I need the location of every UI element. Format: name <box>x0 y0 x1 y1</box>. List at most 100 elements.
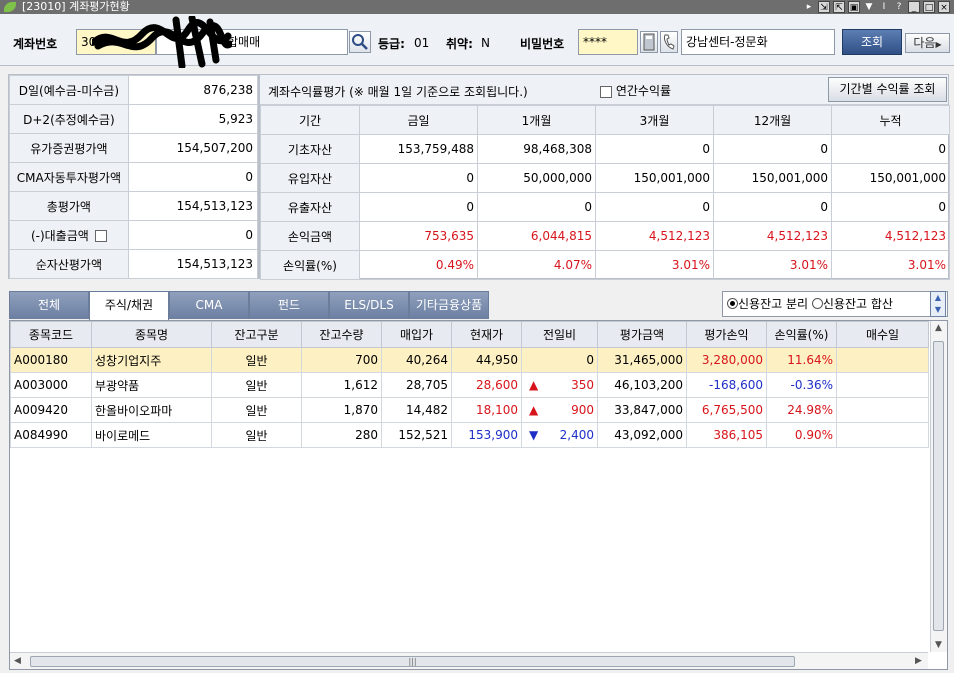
annual-returns-label: 연간수익률 <box>615 84 672 98</box>
scroll-down-icon[interactable]: ▼ <box>935 640 942 650</box>
holding-rate: 0.90% <box>766 422 837 448</box>
scroll-up-icon[interactable]: ▲ <box>935 323 942 333</box>
scroll-updown-icon[interactable]: ▲ ▼ <box>930 291 946 317</box>
holdings-column-header[interactable]: 매입가 <box>381 321 452 348</box>
scroll-left-icon[interactable]: ◀ <box>14 656 21 666</box>
app-leaf-icon <box>4 2 16 12</box>
horizontal-scroll-thumb[interactable]: ||| <box>30 656 795 667</box>
table-row[interactable]: A000180 성창기업지주 일반 700 40,264 44,950 0 31,465,00… <box>10 347 929 373</box>
search-icon[interactable] <box>349 31 371 53</box>
holdings-column-header[interactable]: 평가금액 <box>597 321 687 348</box>
filter-icon[interactable]: ▼ <box>865 2 873 12</box>
returns-row-label: 유입자산 <box>260 163 360 193</box>
horizontal-scrollbar[interactable]: ◀ ||| ▶ <box>10 652 928 669</box>
table-row[interactable]: A084990 바이로메드 일반 280 152,521 153,900 ▼ 2,400 43,… <box>10 422 929 448</box>
holding-chg: ▲ 900 <box>521 397 598 423</box>
credit-balance-options: 신용잔고 분리 신용잔고 합산 <box>722 291 948 317</box>
holding-name: 부광약품 <box>91 372 212 398</box>
table-row[interactable]: A003000 부광약품 일반 1,612 28,705 28,600 ▲ 350 46,103… <box>10 372 929 398</box>
holding-date <box>836 372 929 398</box>
returns-panel: 계좌수익률평가 (※ 매월 1일 기준으로 조회됩니다.) 연간수익률 기간별 … <box>259 74 950 280</box>
radio-icon[interactable] <box>811 298 823 309</box>
returns-cell: 0 <box>713 134 832 164</box>
holding-change-value: 350 <box>571 378 594 392</box>
undock-icon[interactable]: ⇱ <box>833 1 845 13</box>
tab-1[interactable]: 주식/채권 <box>89 291 169 321</box>
returns-column-header: 금일 <box>359 105 478 135</box>
checkbox-box[interactable] <box>600 85 612 98</box>
scroll-right-icon[interactable]: ▶ <box>915 656 922 666</box>
search-button[interactable]: 조회 <box>842 29 902 55</box>
table-row[interactable]: A009420 한올바이오파마 일반 1,870 14,482 18,100 ▲ 900 33,… <box>10 397 929 423</box>
holding-chg: ▼ 2,400 <box>521 422 598 448</box>
holdings-column-header[interactable]: 매수일 <box>836 321 929 348</box>
returns-heading: 계좌수익률평가 (※ 매월 1일 기준으로 조회됩니다.) <box>268 85 528 99</box>
holdings-column-header[interactable]: 잔고구분 <box>211 321 302 348</box>
credit-combined-label: 신용잔고 합산 <box>822 297 893 311</box>
password-input[interactable]: **** <box>578 29 638 55</box>
holding-eval: 43,092,000 <box>597 422 687 448</box>
keypad-icon[interactable] <box>640 31 658 53</box>
weak-value: N <box>481 36 490 50</box>
screen-icon[interactable]: ▣ <box>848 1 860 13</box>
maximize-icon[interactable]: □ <box>923 1 935 13</box>
tab-5[interactable]: 기타금융상품 <box>409 291 489 319</box>
window-title: [23010] 계좌평가현황 <box>22 0 130 13</box>
returns-row: 손익률(%) 0.49% 4.07% 3.01% 3.01% 3.01% <box>260 250 950 280</box>
holdings-column-header[interactable]: 잔고수량 <box>301 321 382 348</box>
phone-icon[interactable] <box>660 31 678 53</box>
minimize-icon[interactable]: _ <box>908 1 920 13</box>
next-button[interactable]: 다음▶ <box>905 33 950 53</box>
returns-cell: 4,512,123 <box>595 221 714 251</box>
vertical-scrollbar[interactable]: ▲ ▼ <box>930 321 947 652</box>
loan-checkbox[interactable] <box>94 230 107 242</box>
holding-type: 일반 <box>211 372 302 398</box>
holding-chg: ▲ 350 <box>521 372 598 398</box>
credit-separate-radio[interactable]: 신용잔고 분리 <box>727 297 808 311</box>
summary-row: 총평가액 154,513,123 <box>9 191 259 221</box>
menu-arrow-icon[interactable]: ▸ <box>806 2 812 12</box>
returns-cell: 0.49% <box>359 250 478 280</box>
holding-cur: 44,950 <box>451 347 522 373</box>
credit-combined-radio[interactable]: 신용잔고 합산 <box>811 297 893 311</box>
returns-row-label: 손익금액 <box>260 221 360 251</box>
holdings-column-header[interactable]: 전일비 <box>521 321 598 348</box>
down-arrow-icon: ▼ <box>529 428 539 442</box>
help-icon[interactable]: ? <box>896 2 902 12</box>
holdings-column-header[interactable]: 현재가 <box>451 321 522 348</box>
returns-cell: 6,044,815 <box>477 221 596 251</box>
holdings-column-header[interactable]: 종목명 <box>91 321 212 348</box>
tab-4[interactable]: ELS/DLS <box>329 291 409 319</box>
vertical-scroll-thumb[interactable] <box>933 341 944 631</box>
period-returns-button[interactable]: 기간별 수익률 조회 <box>828 77 947 102</box>
holdings-column-header[interactable]: 평가손익 <box>686 321 767 348</box>
close-icon[interactable]: × <box>938 1 950 13</box>
info-icon[interactable]: I <box>882 2 886 12</box>
holdings-column-header[interactable]: 손익률(%) <box>766 321 837 348</box>
returns-cell: 0 <box>595 134 714 164</box>
branch-field[interactable]: 강남센터-정문화 <box>681 29 835 55</box>
grade-value: 01 <box>414 36 430 50</box>
next-button-label: 다음 <box>913 36 936 50</box>
returns-cell: 150,001,000 <box>713 163 832 193</box>
returns-column-header: 1개월 <box>477 105 596 135</box>
holding-code: A003000 <box>10 372 92 398</box>
password-label: 비밀번호 <box>520 37 565 51</box>
dock-icon[interactable]: ⇲ <box>818 1 830 13</box>
returns-cell: 0 <box>477 192 596 222</box>
summary-value: 154,513,123 <box>127 191 259 221</box>
summary-row: (-)대출금액 0 <box>9 220 259 250</box>
summary-label: (-)대출금액 <box>9 220 129 250</box>
holding-rate: 24.98% <box>766 397 837 423</box>
summary-value: 0 <box>127 162 259 192</box>
tab-3[interactable]: 펀드 <box>249 291 329 319</box>
tab-2[interactable]: CMA <box>169 291 249 319</box>
returns-cell: 150,001,000 <box>831 163 950 193</box>
returns-cell: 753,635 <box>359 221 478 251</box>
radio-selected-icon[interactable] <box>727 298 738 309</box>
returns-cell: 3.01% <box>713 250 832 280</box>
annual-returns-checkbox[interactable]: 연간수익률 <box>600 82 671 99</box>
holding-date <box>836 422 929 448</box>
tab-0[interactable]: 전체 <box>9 291 89 319</box>
holdings-column-header[interactable]: 종목코드 <box>10 321 92 348</box>
